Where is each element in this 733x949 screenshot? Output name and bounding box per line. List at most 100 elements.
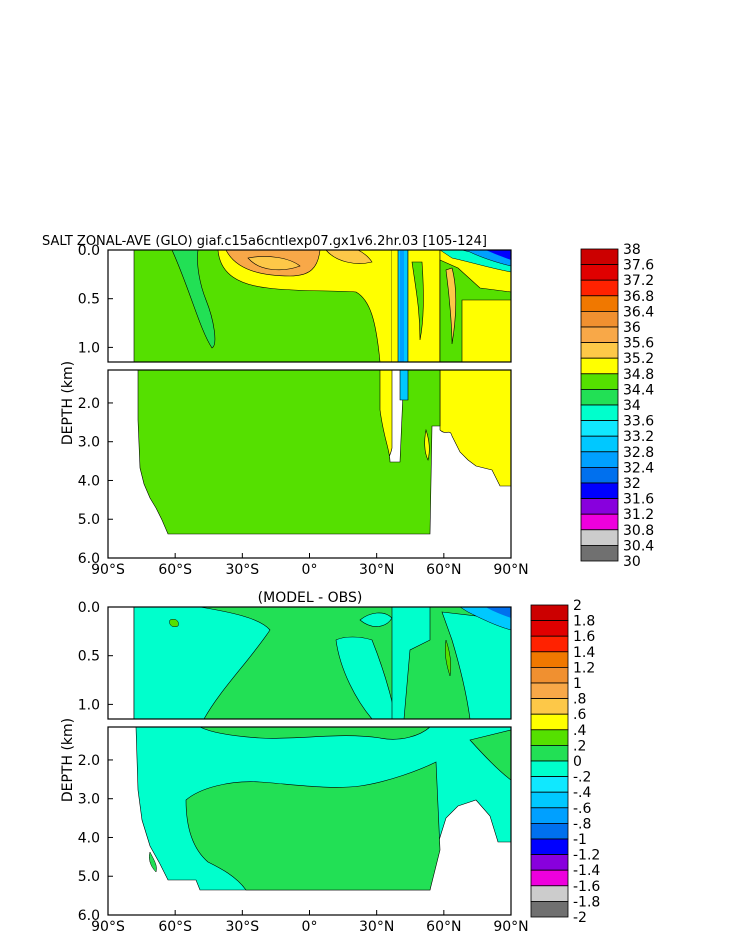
diff-colorbar-label: -1 <box>573 832 587 848</box>
diff-lower-field <box>107 726 512 916</box>
diff-colorbar-label: 1.4 <box>573 645 595 661</box>
salt-colorbar: 3837.637.236.836.43635.635.234.834.43433… <box>580 242 654 570</box>
salt-colorbar-swatch <box>580 248 619 266</box>
diff-colorbar-label: -.4 <box>573 785 592 801</box>
salt-colorbar-label: 32.8 <box>623 445 654 461</box>
diff-colorbar-swatch <box>530 791 569 809</box>
diff-colorbar-swatch <box>530 807 569 824</box>
salt-colorbar-label: 38 <box>623 242 641 258</box>
diff-xtick-label: 90°N <box>493 919 528 935</box>
salt-ylabel: DEPTH (km) <box>60 361 76 445</box>
salt-colorbar-label: 34.8 <box>623 367 654 383</box>
salt-colorbar-swatch <box>580 357 619 375</box>
salt-xtick-label: 90°N <box>493 562 528 578</box>
salt-ytick-label: 4.0 <box>78 473 100 489</box>
salt-colorbar-label: 31.2 <box>623 507 654 523</box>
salt-colorbar-swatch <box>580 451 619 468</box>
diff-colorbar-label: .6 <box>573 707 586 723</box>
diff-colorbar-label: -.6 <box>573 801 592 817</box>
diff-ytick-label: 6.0 <box>78 908 100 924</box>
salt-colorbar-swatch <box>580 482 619 500</box>
diff-colorbar-swatch <box>530 760 569 778</box>
diff-xtick-label: 90°S <box>91 919 125 935</box>
diff-colorbar-label: 1.2 <box>573 660 595 676</box>
diff-colorbar-label: -1.8 <box>573 894 600 910</box>
diff-colorbar-label: 1 <box>573 676 582 692</box>
diff-xtick-label: 60°S <box>158 919 192 935</box>
salt-colorbar-swatch <box>580 498 619 515</box>
salt-ytick-label: 6.0 <box>78 551 100 567</box>
salt-colorbar-swatch <box>580 295 619 312</box>
diff-xtick-label: 60°N <box>426 919 461 935</box>
diff-colorbar-label: 1.6 <box>573 629 595 645</box>
diff-colorbar-swatch <box>530 838 569 856</box>
salt-colorbar-label: 33.2 <box>623 429 654 445</box>
salt-colorbar-label: 36.8 <box>623 289 654 305</box>
salt-colorbar-swatch <box>580 545 619 562</box>
salt-xtick-label: 90°S <box>91 562 125 578</box>
salt-colorbar-label: 34 <box>623 398 641 414</box>
salt-colorbar-label: 34.4 <box>623 382 654 398</box>
diff-colorbar-label: 2 <box>573 598 582 614</box>
diff-ytick-label: 0.5 <box>78 649 100 665</box>
diff-ytick-label: 0.0 <box>78 600 100 616</box>
diff-panel: (MODEL - OBS) 90°S 60°S 30°S 0° 30°N 60°N 90°N… <box>60 590 600 935</box>
salt-colorbar-label: 36 <box>623 320 641 336</box>
salt-ytick-label: 3.0 <box>78 435 100 451</box>
diff-colorbar-label: -.2 <box>573 770 591 786</box>
salt-colorbar-swatch <box>580 373 619 390</box>
diff-colorbar-swatch <box>530 651 569 668</box>
diff-upper-field <box>107 606 512 720</box>
diff-colorbar-swatch <box>530 713 569 731</box>
salt-colorbar-swatch <box>580 466 619 484</box>
salt-colorbar-swatch <box>580 310 619 328</box>
salt-colorbar-swatch <box>580 513 619 531</box>
diff-colorbar-label: -1.2 <box>573 848 600 864</box>
salt-ytick-label: 2.0 <box>78 396 100 412</box>
diff-colorbar-swatch <box>530 869 569 887</box>
salt-xtick-label: 60°N <box>426 562 461 578</box>
diff-ylabel: DEPTH (km) <box>60 718 76 802</box>
diff-xtick-label: 30°S <box>225 919 259 935</box>
salt-colorbar-swatch <box>580 404 619 422</box>
diff-ytick-label: 3.0 <box>78 792 100 808</box>
diff-colorbar-swatch <box>530 682 569 700</box>
salt-panel: SALT ZONAL-AVE (GLO) giaf.c15a6cntlexp07… <box>42 234 654 578</box>
diff-colorbar-swatch <box>530 885 569 902</box>
salt-colorbar-swatch <box>580 264 619 281</box>
diff-xtick-label: 0° <box>302 919 318 935</box>
salt-lower-field <box>107 369 512 559</box>
diff-colorbar-label: -2 <box>573 910 587 926</box>
diff-colorbar-swatch <box>530 854 569 871</box>
diff-colorbar-swatch <box>530 729 569 746</box>
salt-ytick-label: 1.0 <box>78 340 100 356</box>
diff-colorbar-swatch <box>530 635 569 653</box>
diff-ytick-label: 5.0 <box>78 869 100 885</box>
diff-axes: 90°S 60°S 30°S 0° 30°N 60°N 90°N 0.0 0.5 1.0 2.0 3.… <box>78 600 529 935</box>
diff-colorbar-label: -.8 <box>573 816 591 832</box>
diff-colorbar-label: 0 <box>573 754 582 770</box>
salt-colorbar-swatch <box>580 388 619 406</box>
salt-xtick-label: 30°N <box>359 562 394 578</box>
salt-colorbar-label: 32.4 <box>623 460 654 476</box>
diff-colorbar-label: -1.6 <box>573 879 600 895</box>
salt-colorbar-swatch <box>580 529 619 546</box>
diff-colorbar-label: .4 <box>573 723 586 739</box>
diff-colorbar-swatch <box>530 823 569 840</box>
salt-colorbar-label: 33.6 <box>623 414 654 430</box>
diff-title: (MODEL - OBS) <box>258 590 363 606</box>
diff-colorbar-swatch <box>530 698 569 715</box>
diff-ytick-label: 4.0 <box>78 830 100 846</box>
diff-ytick-label: 1.0 <box>78 697 100 713</box>
salt-colorbar-label: 31.6 <box>623 492 654 508</box>
diff-colorbar-swatch <box>530 620 569 637</box>
salt-title: SALT ZONAL-AVE (GLO) giaf.c15a6cntlexp07… <box>42 234 487 249</box>
diff-colorbar-label: .2 <box>573 738 586 754</box>
diff-colorbar-swatch <box>530 604 569 622</box>
salt-colorbar-swatch <box>580 279 619 297</box>
salt-ytick-label: 0.5 <box>78 292 100 308</box>
salt-colorbar-label: 30 <box>623 554 641 570</box>
salt-xtick-label: 60°S <box>158 562 192 578</box>
salt-colorbar-label: 35.2 <box>623 351 654 367</box>
diff-xtick-label: 30°N <box>359 919 394 935</box>
